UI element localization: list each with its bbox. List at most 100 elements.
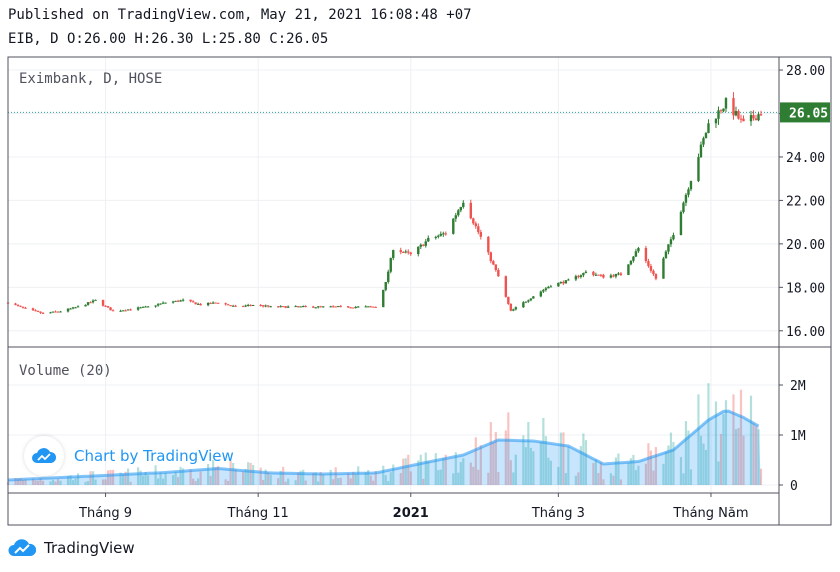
volume-bar — [49, 481, 52, 485]
volume-bar — [209, 475, 212, 485]
volume-bar — [121, 474, 125, 485]
candle-body — [34, 310, 37, 312]
candle-body — [121, 310, 125, 312]
volume-bar — [24, 479, 27, 485]
volume-bar — [522, 435, 525, 485]
candle-body — [754, 118, 758, 121]
candle-body — [627, 264, 630, 275]
volume-bar — [319, 472, 322, 485]
candle-body — [509, 303, 513, 311]
volume-bar — [457, 472, 460, 485]
volume-bar — [707, 383, 710, 485]
candle-body — [632, 256, 635, 261]
volume-bar — [504, 430, 507, 485]
volume-bar — [177, 477, 180, 485]
candle-body — [389, 258, 392, 272]
volume-bar — [742, 435, 745, 485]
candle-body — [231, 305, 235, 307]
volume-bar — [367, 469, 370, 485]
candle-body — [454, 215, 457, 219]
candle-body — [452, 218, 455, 234]
candle-body — [494, 264, 498, 271]
candle-body — [16, 304, 20, 306]
volume-bar — [614, 457, 618, 485]
candle-body — [702, 138, 705, 145]
volume-bar — [647, 443, 650, 485]
volume-bar — [539, 441, 542, 485]
footer-logo[interactable]: TradingView — [8, 538, 135, 558]
volume-bar — [139, 470, 142, 485]
candle-body — [474, 223, 478, 227]
candle-body — [654, 274, 658, 279]
volume-bar — [182, 468, 185, 485]
volume-bar — [144, 472, 147, 485]
volume-bar — [277, 478, 280, 485]
candle-body — [669, 239, 673, 245]
volume-bar — [469, 462, 472, 485]
candle-body — [286, 306, 290, 308]
candle-body — [489, 252, 493, 262]
volume-bars — [6, 383, 763, 485]
volume-bar — [609, 473, 613, 485]
time-axis: Tháng 9 Tháng 11 2021 Tháng 3 Tháng Năm — [78, 493, 749, 521]
volume-tick-label: 1M — [790, 429, 806, 444]
volume-bar — [104, 479, 107, 485]
candle-body — [229, 305, 232, 307]
volume-bar — [737, 428, 740, 485]
volume-bar — [214, 467, 217, 485]
volume-bar — [577, 472, 580, 485]
candle-body — [89, 302, 92, 304]
volume-bar — [717, 461, 720, 485]
candle-body — [111, 310, 115, 312]
candle-body — [181, 299, 185, 301]
candle-body — [191, 301, 195, 303]
volume-bar — [84, 481, 87, 485]
candle-body — [36, 310, 40, 312]
volume-bar — [106, 470, 110, 485]
candle-body — [664, 251, 668, 259]
candle-body — [602, 274, 605, 278]
candle-body — [226, 304, 230, 306]
volume-bar — [664, 451, 668, 485]
candle-body — [542, 289, 545, 292]
tradingview-logo-icon — [8, 539, 37, 556]
candle-body — [264, 305, 267, 307]
candle-body — [196, 303, 200, 305]
candle-body — [119, 310, 122, 312]
volume-bar — [602, 479, 605, 485]
candle-body — [487, 236, 490, 253]
volume-bar — [89, 471, 92, 485]
candle-body — [749, 115, 753, 122]
volume-bar — [304, 480, 307, 485]
candle-body — [357, 306, 360, 308]
tradingview-watermark[interactable]: Chart by TradingView — [24, 436, 234, 476]
volume-bar — [369, 475, 372, 485]
volume-bar — [297, 472, 300, 485]
candle-body — [444, 233, 447, 235]
volume-tick-label: 0 — [790, 479, 798, 494]
volume-bar — [704, 449, 708, 485]
candle-body — [549, 286, 553, 288]
candle-body — [544, 288, 548, 290]
candle-body — [614, 273, 618, 277]
candle-body — [522, 302, 525, 308]
candle-body — [492, 261, 495, 265]
volume-bar — [667, 445, 670, 485]
volume-bar — [687, 430, 690, 485]
candle-body — [597, 274, 600, 276]
candle-body — [76, 306, 80, 308]
candle-body — [301, 306, 305, 308]
candle-body — [594, 274, 598, 276]
candle-body — [369, 306, 372, 308]
candle-body — [527, 300, 530, 302]
volume-bar — [179, 466, 182, 485]
candle-body — [427, 237, 430, 242]
candle-body — [612, 275, 615, 277]
candle-body — [719, 110, 723, 112]
candle-body — [364, 306, 367, 308]
volume-bar — [452, 473, 455, 485]
volume-bar — [739, 389, 743, 485]
volume-bar — [312, 473, 315, 485]
price-tick-label: 28.00 — [786, 64, 825, 79]
